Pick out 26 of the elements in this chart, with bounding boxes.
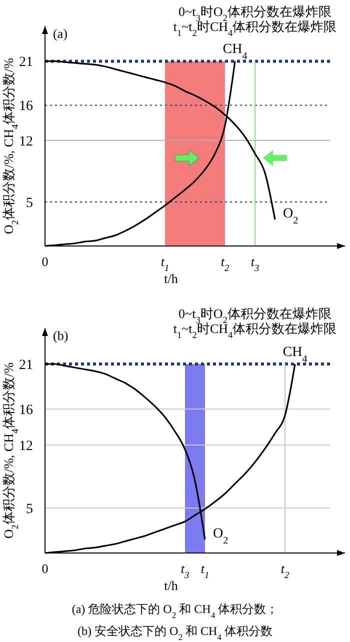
annotation: (a) <box>53 26 68 41</box>
x-axis-title: t/h <box>164 578 178 593</box>
x-axis-title: t/h <box>164 271 178 286</box>
x-tick-label: 0 <box>42 561 48 576</box>
text: (b) 安全状态下的 O$_{2}$ 和 CH$_{4}$ 体积分数 <box>78 624 272 642</box>
y-tick-label: 21 <box>19 358 33 373</box>
x-tick-label: t$_{2}$ <box>280 561 290 581</box>
y-tick-label: 16 <box>19 403 33 418</box>
annotation: (b) <box>53 328 68 343</box>
x-tick-label: 0 <box>42 254 48 269</box>
series-label: O$_{2}$ <box>283 206 298 226</box>
y-tick-label: 12 <box>19 134 33 150</box>
x-tick-label: t$_{1}$ <box>160 254 170 274</box>
series-label: CH$_{4}$ <box>222 42 248 62</box>
text: (a) 危险状态下的 O$_{2}$ 和 CH$_{4}$ 体积分数； <box>72 602 278 620</box>
y-tick-label: 5 <box>26 502 33 517</box>
x-tick-label: t$_{2}$ <box>220 254 230 274</box>
series-label: CH$_{4}$ <box>282 345 308 364</box>
x-tick-label: t$_{3}$ <box>180 561 190 581</box>
y-tick-label: 21 <box>19 55 33 70</box>
x-tick-label: t$_{1}$ <box>200 561 210 581</box>
y-tick-label: 5 <box>26 196 33 211</box>
series-label: O$_{2}$ <box>213 526 228 546</box>
x-tick-label: t$_{3}$ <box>250 254 260 274</box>
y-tick-label: 12 <box>19 439 33 454</box>
y-tick-label: 16 <box>19 99 33 114</box>
